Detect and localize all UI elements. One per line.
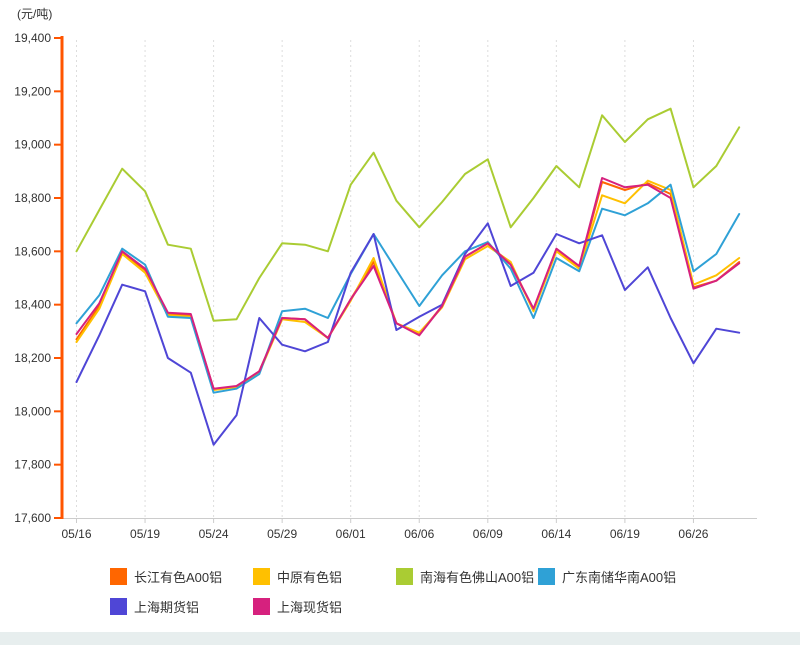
legend-label: 上海现货铝 [277, 600, 343, 615]
legend-swatch-icon [110, 568, 127, 585]
series-line-4 [75, 222, 741, 446]
series-line-3 [75, 183, 741, 394]
legend-label: 长江有色A00铝 [134, 570, 223, 585]
legend-label: 南海有色佛山A00铝 [420, 570, 535, 585]
y-axis-tick-label: 19,200 [14, 84, 51, 98]
y-axis-unit-label: (元/吨) [17, 7, 53, 21]
legend-item-2[interactable]: 南海有色佛山A00铝 [396, 567, 534, 586]
legend-label: 上海期货铝 [134, 600, 200, 615]
legend-swatch-icon [396, 568, 413, 585]
x-axis-tick-label: 06/19 [610, 527, 640, 541]
legend-swatch-icon [538, 568, 555, 585]
y-axis-tick-label: 17,800 [14, 458, 51, 472]
x-axis-tick-label: 06/14 [541, 527, 571, 541]
legend-swatch-icon [110, 598, 127, 615]
x-axis-tick-label: 05/16 [61, 527, 91, 541]
bottom-page-strip [0, 632, 800, 645]
y-axis-tick-label: 18,600 [14, 244, 51, 258]
x-axis-tick-label: 05/29 [267, 527, 297, 541]
x-axis-tick-label: 06/09 [473, 527, 503, 541]
x-axis-tick-label: 06/26 [678, 527, 708, 541]
legend-item-0[interactable]: 长江有色A00铝 [110, 567, 222, 586]
x-axis-tick-label: 06/01 [336, 527, 366, 541]
y-axis-tick-label: 17,600 [14, 511, 51, 525]
legend-item-1[interactable]: 中原有色铝 [253, 567, 342, 586]
x-axis-tick-label: 05/19 [130, 527, 160, 541]
y-axis-tick-label: 19,000 [14, 138, 51, 152]
x-axis-tick-label: 06/06 [404, 527, 434, 541]
legend-swatch-icon [253, 568, 270, 585]
y-axis-tick-label: 18,400 [14, 298, 51, 312]
series-line-1 [75, 179, 741, 391]
y-axis-tick-label: 18,800 [14, 191, 51, 205]
x-axis-tick-label: 05/24 [199, 527, 229, 541]
legend-swatch-icon [253, 598, 270, 615]
price-line-chart[interactable]: 05/16 05/19 05/24 05/29 06/01 06/06 06/09 06/14… [0, 0, 800, 560]
legend-label: 中原有色铝 [277, 570, 343, 585]
legend-label: 广东南储华南A00铝 [562, 570, 677, 585]
series-line-5 [75, 177, 741, 390]
y-axis-tick-label: 18,000 [14, 404, 51, 418]
legend-item-3[interactable]: 广东南储华南A00铝 [538, 567, 676, 586]
legend-item-4[interactable]: 上海期货铝 [110, 597, 199, 616]
legend-item-5[interactable]: 上海现货铝 [253, 597, 342, 616]
y-axis-tick-label: 19,400 [14, 31, 51, 45]
series-line-2 [75, 107, 741, 322]
y-axis-tick-label: 18,200 [14, 351, 51, 365]
